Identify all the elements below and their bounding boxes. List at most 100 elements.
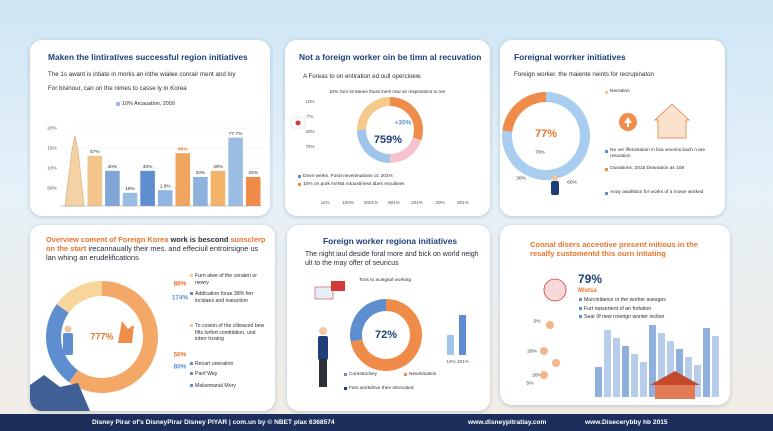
bullet [190, 292, 193, 295]
label: 70% [535, 149, 545, 155]
legend: 10% Arcauation, 2009 [122, 101, 175, 107]
title-accent: Overview coment of Foreign Korea [46, 235, 169, 244]
item: Furn alwe of the ceraten or newry [195, 273, 257, 286]
note: Toxs to aciegsal working [359, 278, 411, 283]
bar [175, 153, 191, 206]
person-body [318, 336, 328, 360]
legend-swatch [605, 150, 608, 153]
card: 20% 15% 10% 50% 57% 40% 15% 40% 1.8% 60% 33% 40% 77.… [30, 40, 270, 216]
card: 759% +30% 10% 7% 40% 75% 11% 100% 2001% 901% 201% 2… [285, 40, 490, 216]
card-graphics: 5% 20% 20% 5% [527, 278, 719, 399]
bar [210, 170, 226, 206]
donut-segment [350, 299, 386, 342]
legend-swatch [404, 373, 407, 376]
label: 5% [534, 318, 542, 324]
label: 10% [47, 165, 57, 171]
building [676, 349, 683, 397]
legend: No ver iffenintation in lisa vevoins bac… [610, 148, 706, 159]
card-graphics: 777% 88% 174% 50% 80% [30, 274, 193, 411]
title-text: irecannaually their mes. and effeciuil e… [46, 243, 259, 262]
donut-segment [502, 92, 546, 132]
bullet [190, 372, 193, 375]
item: Addication forae 38% ferr incldaes and i… [195, 291, 254, 304]
bullet [190, 362, 193, 365]
label: 100% [342, 200, 354, 205]
label: 201% [457, 359, 469, 364]
footer-link: www.disneypitratiay.com [468, 419, 547, 426]
label: 57% [90, 149, 100, 155]
person-icon [546, 321, 554, 329]
legend-swatch [116, 102, 120, 106]
label: 777% [90, 331, 113, 341]
card-graphics: 77% 70% 30% 60% [502, 91, 690, 195]
bullet [190, 384, 193, 387]
title-text: work is bescond [170, 235, 229, 244]
legend-swatch [605, 192, 608, 195]
roof [650, 371, 700, 385]
person-legs [319, 359, 327, 387]
label: +30% [395, 120, 412, 127]
building [640, 362, 647, 397]
label: 33% [196, 170, 206, 176]
text: Foreign worker. the maiente neints for r… [514, 71, 654, 78]
legend: Coresttockey [349, 372, 377, 377]
building [649, 325, 656, 397]
legend-swatch [605, 91, 608, 94]
item: Parif Way [195, 371, 218, 377]
card: 5% 20% 20% 5% Connal disers acceotive prese… [500, 225, 730, 405]
legend-swatch [605, 168, 608, 171]
label: 10% [446, 359, 455, 364]
label: 40% [213, 164, 223, 170]
bullet [579, 307, 582, 310]
card-title: Maken the lintiratives successful region… [48, 52, 248, 62]
label: 75% [305, 144, 314, 149]
card: 77% 70% 30% 60% Foreignal worrker initiativ… [500, 40, 725, 216]
card-title: Connal disers acceotive present initious… [530, 240, 698, 259]
label: 20% [435, 200, 444, 205]
rocks [30, 375, 90, 411]
label: 901% [388, 200, 400, 205]
label: 40% [143, 164, 153, 170]
legend-swatch [344, 387, 347, 390]
person-body [63, 333, 73, 355]
bullet [190, 274, 193, 277]
card: 777% 88% 174% 50% 80% Overview coment of For… [30, 225, 275, 411]
building [658, 333, 665, 397]
building [613, 338, 620, 397]
label: 15% [47, 145, 57, 151]
card-title: Foreign worker regiona initiatives [323, 236, 458, 246]
building [604, 330, 611, 397]
legend-swatch [298, 175, 301, 178]
donut-segment [46, 304, 78, 383]
title-accent: sunsclerp on the start [46, 235, 266, 253]
label: 30% [516, 175, 526, 181]
item: To cosion of the cliteaced bew fifts lor… [195, 323, 265, 342]
flag [314, 286, 334, 300]
label: 759% [374, 134, 402, 146]
building [703, 328, 710, 397]
footer-text: www.Disecerybby hb 2015 [585, 419, 668, 426]
building [712, 336, 719, 397]
icon [118, 321, 134, 343]
label: 33% [248, 170, 258, 176]
person-icon [540, 371, 548, 379]
building [622, 346, 629, 397]
item: Furt repsertent of an fortation [584, 306, 652, 312]
label: 50% [174, 352, 187, 359]
card: 72% 10% 201% Foreign worker regiona initia… [287, 225, 490, 411]
label: 72% [375, 329, 397, 341]
person-body [551, 181, 559, 195]
card-graphics: 20% 15% 10% 50% 57% 40% 15% 40% 1.8% 60% 33% 40% 77.… [47, 102, 262, 207]
bar [105, 170, 120, 206]
label: 11% [321, 200, 330, 205]
big-number: 79% [578, 272, 603, 286]
text: The night iaul deside foral more and bic… [305, 251, 479, 267]
label: 20% [532, 372, 542, 378]
bar [459, 315, 466, 355]
label: 40% [305, 129, 314, 134]
donut-segment [350, 299, 423, 371]
donut-segment [390, 97, 423, 141]
flag [331, 281, 345, 291]
donut-segment [56, 281, 102, 313]
